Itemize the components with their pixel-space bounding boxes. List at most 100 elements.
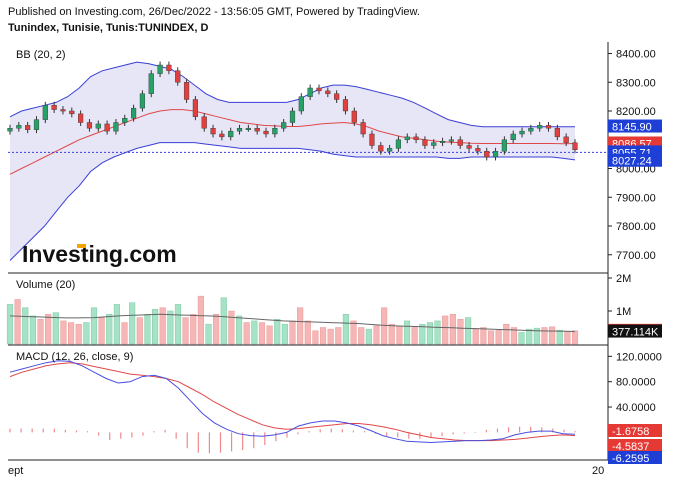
macd-tick-2: 40.0000 [616, 402, 656, 414]
volume-bar-4 [37, 319, 44, 345]
candle-56 [501, 139, 507, 152]
volume-bar-52 [403, 320, 411, 345]
investing-logo: Investing.com [22, 241, 177, 267]
candle-43 [387, 148, 393, 152]
candle-3 [33, 119, 40, 130]
candle-47 [422, 139, 428, 146]
x-tick-1: 20 [592, 465, 604, 477]
candle-19 [175, 70, 181, 83]
volume-bar-63 [487, 330, 495, 345]
volume-bar-9 [75, 323, 82, 345]
candle-1 [16, 125, 22, 129]
candle-21 [192, 99, 198, 117]
candle-27 [245, 128, 251, 130]
candle-14 [131, 107, 137, 119]
candle-41 [369, 133, 375, 146]
volume-bar-21 [167, 310, 174, 345]
candle-7 [69, 110, 75, 115]
candle-16 [148, 73, 154, 94]
candle-31 [281, 122, 287, 129]
candle-20 [183, 82, 190, 100]
macd-tag-bg-0 [608, 424, 662, 437]
candle-32 [289, 110, 296, 123]
volume-bar-32 [251, 320, 258, 345]
volume-bar-30 [235, 315, 243, 345]
volume-bar-48 [373, 325, 380, 345]
volume-bar-66 [510, 327, 517, 345]
candle-28 [254, 128, 260, 132]
volume-bar-28 [220, 297, 227, 345]
watermark-text: Investing.com [22, 241, 177, 267]
volume-bar-54 [419, 323, 426, 345]
bb-fill [10, 62, 575, 261]
volume-bar-23 [182, 317, 189, 345]
volume-bar-16 [129, 302, 136, 345]
candle-38 [342, 99, 349, 112]
macd-tag-bg-1 [608, 439, 662, 452]
candle-6 [60, 109, 66, 112]
volume-bar-3 [29, 315, 36, 345]
volume-bar-71 [549, 326, 556, 345]
candle-22 [201, 116, 207, 129]
volume-bar-60 [465, 317, 472, 345]
candle-39 [351, 110, 357, 123]
candle-49 [439, 140, 446, 143]
volume-bar-31 [243, 322, 250, 345]
volume-bar-14 [113, 304, 120, 345]
price-tick-6: 7800.00 [616, 221, 656, 233]
volume-bar-17 [136, 317, 143, 345]
candle-45 [404, 136, 410, 140]
candle-30 [272, 128, 278, 135]
volume-bar-11 [90, 307, 98, 345]
candle-2 [25, 125, 31, 130]
volume-bar-70 [541, 327, 548, 345]
volume-bar-15 [121, 322, 128, 345]
volume-bar-73 [564, 331, 571, 345]
volume-bar-7 [60, 320, 67, 345]
candle-0 [7, 128, 13, 132]
volume-bar-10 [83, 322, 90, 345]
candle-50 [448, 139, 454, 142]
volume-tag-bg-1 [608, 324, 662, 338]
volume-bar-18 [144, 314, 151, 345]
volume-bar-43 [335, 327, 342, 345]
volume-tag-1: 377.114K [612, 327, 659, 339]
price-tag-bg-0 [608, 119, 662, 133]
volume-bar-22 [174, 304, 182, 345]
candle-52 [466, 145, 472, 149]
macd-tick-1: 80.0000 [616, 377, 656, 389]
volume-bar-37 [289, 320, 296, 345]
price-panel [7, 61, 608, 261]
candle-8 [78, 113, 84, 123]
candle-55 [492, 151, 499, 158]
volume-bar-26 [205, 323, 212, 345]
candle-54 [484, 151, 490, 158]
candle-60 [537, 125, 543, 129]
volume-bar-33 [258, 322, 266, 345]
price-tick-5: 7900.00 [616, 192, 656, 204]
macd-tick-0: 120.0000 [616, 351, 662, 363]
candle-44 [395, 139, 402, 149]
macd-panel [9, 360, 576, 454]
candle-33 [298, 96, 304, 112]
volume-bar-42 [327, 328, 334, 345]
volume-bar-40 [312, 330, 319, 345]
volume-bar-72 [556, 329, 563, 345]
macd-label: MACD (12, 26, close, 9) [16, 351, 133, 363]
candle-64 [572, 142, 578, 151]
logo-accent-icon [77, 244, 86, 248]
volume-ma-line [9, 313, 576, 332]
candle-63 [563, 136, 569, 143]
volume-bar-25 [197, 295, 204, 345]
volume-panel [6, 295, 579, 345]
volume-bar-62 [480, 327, 487, 345]
volume-tick-1: 1M [616, 306, 631, 318]
volume-bar-0 [6, 304, 14, 345]
volume-bar-13 [106, 314, 113, 345]
candle-40 [360, 122, 366, 135]
volume-bar-56 [434, 320, 441, 345]
candle-51 [457, 139, 463, 146]
candle-23 [210, 128, 216, 135]
volume-label: Volume (20) [16, 279, 75, 291]
